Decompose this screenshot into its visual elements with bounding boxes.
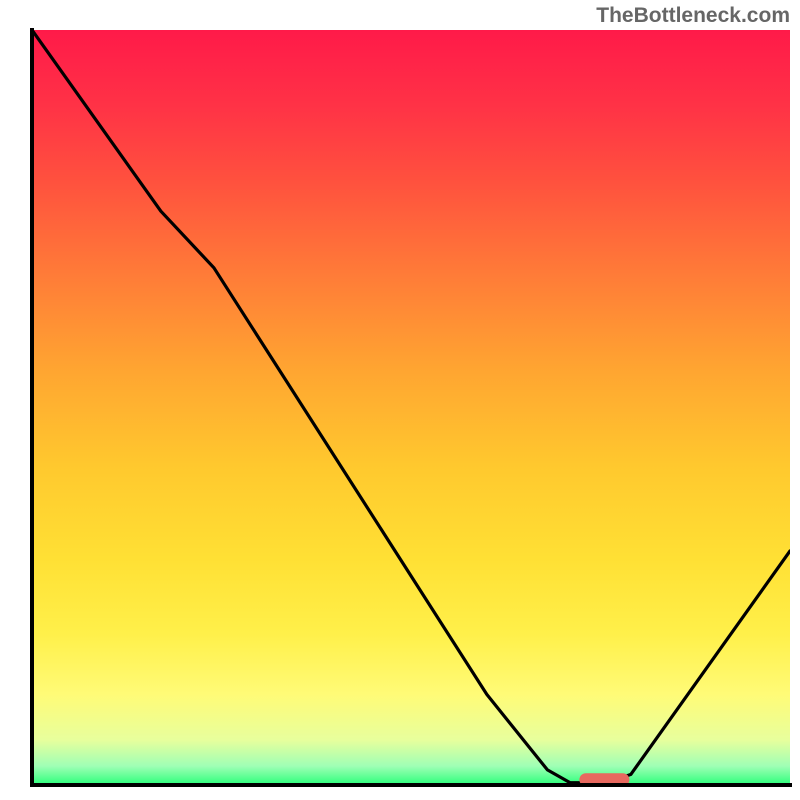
curve-layer — [32, 30, 790, 785]
bottleneck-chart: TheBottleneck.com — [0, 0, 800, 800]
bottleneck-curve — [32, 30, 790, 783]
plot-area — [32, 30, 790, 785]
watermark-text: TheBottleneck.com — [596, 4, 790, 28]
y-axis — [30, 28, 34, 787]
x-axis — [30, 783, 792, 787]
